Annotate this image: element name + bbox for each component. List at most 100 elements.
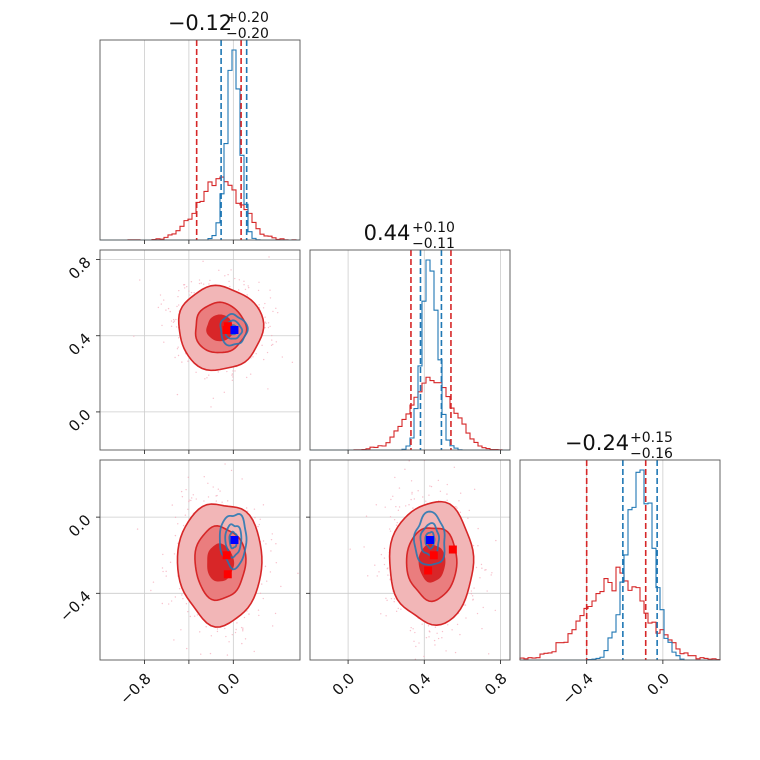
scatter-point [150,589,152,592]
scatter-point [196,614,199,616]
panel-1d-1 [309,249,511,454]
marker-red [222,551,231,560]
scatter-point [160,303,162,305]
scatter-point [175,326,178,328]
scatter-point [456,507,458,509]
tick-label-y: −0.4 [56,587,94,625]
scatter-point [247,286,250,289]
scatter-point [206,377,208,379]
scatter-point [186,647,188,650]
scatter-point [390,597,393,600]
scatter-point [216,630,219,633]
scatter-point [272,343,274,346]
scatter-point [481,567,483,569]
scatter-point [429,485,431,487]
scatter-point [400,608,402,610]
scatter-point [227,273,229,276]
scatter-point [245,376,248,379]
contour-blue-2 [218,512,248,571]
scatter-point [384,506,386,508]
scatter-point [212,397,215,399]
scatter-point [172,318,175,321]
scatter-point [234,277,236,280]
panel-frame [99,39,301,241]
scatter-point [413,640,415,642]
scatter-point [152,581,155,583]
scatter-point [190,499,192,502]
scatter-point [181,361,183,363]
scatter-point [421,623,423,625]
scatter-point [485,568,487,571]
svg-text:+0.10: +0.10 [412,220,455,236]
scatter-point [189,615,192,618]
scatter-point [459,492,462,494]
scatter-point [248,613,250,615]
scatter-point [184,514,187,516]
scatter-point [238,279,241,281]
scatter-point [227,500,229,502]
scatter-point [436,632,438,634]
scatter-point [269,325,271,328]
scatter-point [170,320,173,322]
marker-red [223,570,232,579]
scatter-point [363,546,365,548]
scatter-point [472,599,474,601]
marker-red [223,322,232,331]
scatter-point [238,289,240,291]
scatter-point [410,480,413,482]
scatter-point [231,633,233,636]
panel-2d-0-2 [96,459,301,664]
tick-label-y: 0.4 [65,330,95,360]
scatter-point [216,628,219,630]
scatter-point [217,371,219,373]
scatter-point [223,391,226,393]
scatter-point [162,553,164,556]
scatter-point [297,572,299,575]
scatter-point [235,628,237,631]
scatter-point [479,577,481,579]
scatter-point [250,663,251,664]
scatter-point [397,607,399,610]
scatter-point [378,571,380,573]
scatter-point [365,515,368,517]
scatter-point [430,485,433,488]
scatter-point [458,500,460,502]
scatter-point [195,371,197,373]
scatter-point [177,337,180,339]
scatter-point [203,476,205,478]
svg-text:−0.16: −0.16 [630,446,673,462]
scatter-point [271,625,274,627]
scatter-point [263,358,265,361]
scatter-point [490,574,492,576]
scatter-point [242,630,244,632]
scatter-point [270,550,272,552]
scatter-point [188,500,190,503]
scatter-point [180,490,183,493]
scatter-point [486,590,488,592]
scatter-point [198,279,201,281]
scatter-point [274,612,277,615]
scatter-point [259,592,262,595]
scatter-point [224,275,226,277]
svg-text:+0.20: +0.20 [226,10,269,26]
scatter-point [446,499,448,501]
svg-text:−0.20: −0.20 [226,26,269,42]
scatter-point [171,504,174,506]
scatter-point [387,574,389,576]
scatter-point [487,653,490,655]
scatter-point [200,653,202,655]
scatter-point [185,603,188,605]
scatter-point [199,631,201,633]
scatter-point [398,506,401,508]
scatter-point [459,633,461,636]
tick-label-y: 0.0 [65,511,95,541]
scatter-point [383,563,386,566]
scatter-point [258,523,260,526]
tick-label-x: 0.0 [644,670,674,700]
contour-blue-0 [424,531,436,550]
scatter-point [427,625,430,627]
scatter-point [446,493,448,495]
scatter-point [176,348,179,350]
scatter-point [191,497,193,499]
